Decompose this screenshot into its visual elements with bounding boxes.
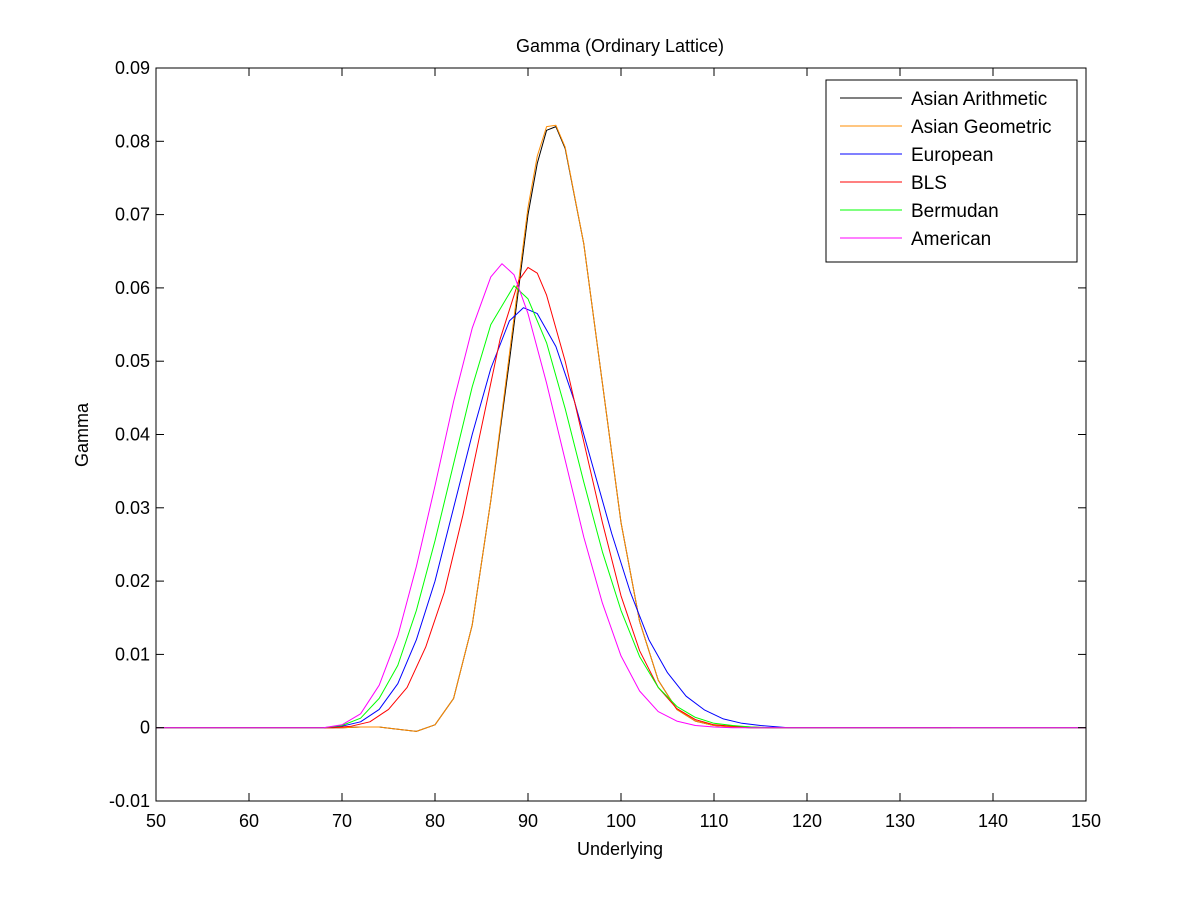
y-tick-label: 0.09 <box>115 58 150 78</box>
x-tick-label: 60 <box>239 811 259 831</box>
legend-label: American <box>911 229 991 250</box>
legend-label: European <box>911 145 993 166</box>
x-tick-label: 50 <box>146 811 166 831</box>
y-tick-label: 0.08 <box>115 131 150 151</box>
series-line-4 <box>156 285 1086 729</box>
legend: Asian Arithmetic Asian Geometric European B… <box>825 79 1078 263</box>
y-tick-label: 0.01 <box>115 644 150 664</box>
y-axis-label: Gamma <box>72 402 92 467</box>
legend-label: BLS <box>911 173 947 194</box>
legend-label: Bermudan <box>911 201 999 222</box>
y-tick-label: 0.02 <box>115 571 150 591</box>
legend-label: Asian Geometric <box>911 117 1051 138</box>
y-tick-label: 0 <box>140 718 150 738</box>
x-axis-label: Underlying <box>577 839 663 859</box>
x-tick-label: 110 <box>700 811 729 831</box>
x-tick-label: 70 <box>332 811 352 831</box>
y-tick-label: 0.07 <box>115 205 150 225</box>
series-line-1 <box>156 124 952 732</box>
x-tick-label: 80 <box>425 811 445 831</box>
x-tick-label: 100 <box>606 811 636 831</box>
x-tick-label: 90 <box>518 811 538 831</box>
x-tick-label: 140 <box>978 811 1008 831</box>
y-tick-label: -0.01 <box>109 791 150 811</box>
legend-box <box>825 79 1078 263</box>
x-tick-label: 120 <box>792 811 822 831</box>
y-tick-label: 0.03 <box>115 498 150 518</box>
x-tick-label: 150 <box>1071 811 1101 831</box>
y-tick-label: 0.04 <box>115 425 150 445</box>
y-tick-label: 0.06 <box>115 278 150 298</box>
x-tick-label: 130 <box>885 811 915 831</box>
series-line-3 <box>156 266 1086 729</box>
series-line-2 <box>156 307 1086 729</box>
series-line-5 <box>156 263 1086 729</box>
legend-label: Asian Arithmetic <box>911 89 1047 110</box>
y-tick-label: 0.05 <box>115 351 150 371</box>
ticks-layer: 50 60 70 80 90 100 110 120 130 140 150 -0.01 0 0.01 0.… <box>109 58 1101 831</box>
plot-area-frame <box>155 67 1087 802</box>
chart-title: Gamma (Ordinary Lattice) <box>516 36 724 56</box>
series-layer <box>156 124 1086 732</box>
